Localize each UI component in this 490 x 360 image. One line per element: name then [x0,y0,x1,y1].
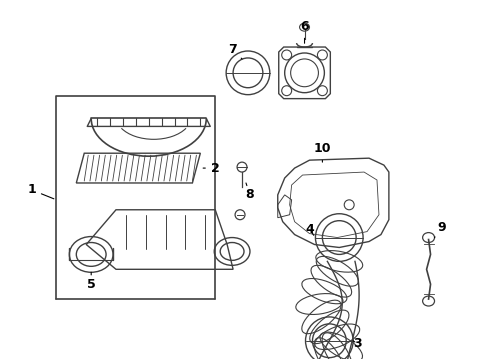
Text: 9: 9 [435,221,446,238]
Text: 10: 10 [314,142,331,162]
Text: 7: 7 [228,42,242,59]
Text: 2: 2 [203,162,220,175]
Text: 4: 4 [305,223,314,236]
Text: 1: 1 [27,184,54,199]
Text: 5: 5 [87,272,96,291]
Text: 3: 3 [353,337,362,350]
Text: 6: 6 [300,20,309,43]
Text: 8: 8 [245,183,254,201]
